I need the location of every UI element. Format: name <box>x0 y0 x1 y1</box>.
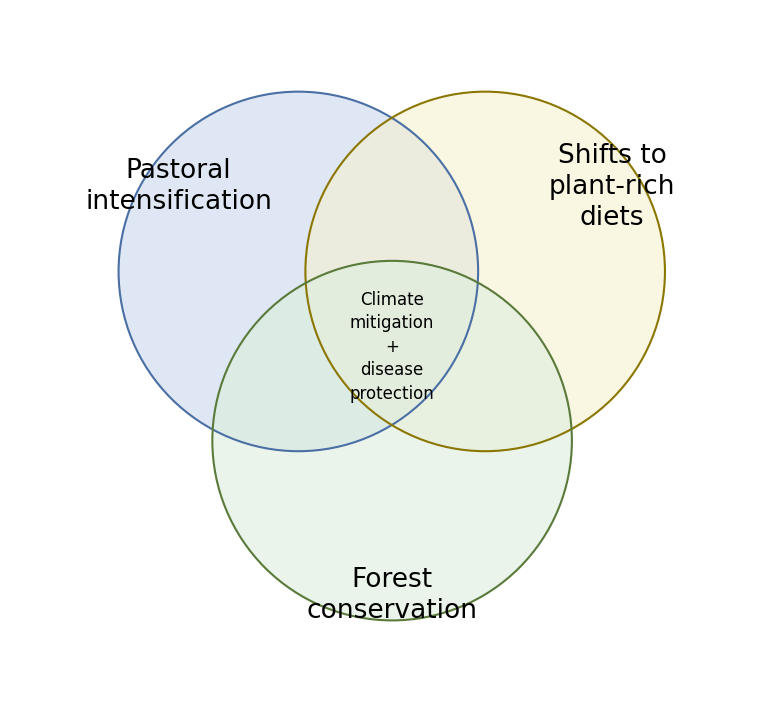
Text: Climate
mitigation
+
disease
protection: Climate mitigation + disease protection <box>349 290 434 403</box>
Text: Shifts to
plant-rich
diets: Shifts to plant-rich diets <box>549 143 675 231</box>
Circle shape <box>306 92 665 451</box>
Text: Pastoral
intensification: Pastoral intensification <box>85 159 272 215</box>
Text: Forest
conservation: Forest conservation <box>307 568 477 624</box>
Circle shape <box>119 92 478 451</box>
Circle shape <box>212 261 572 620</box>
